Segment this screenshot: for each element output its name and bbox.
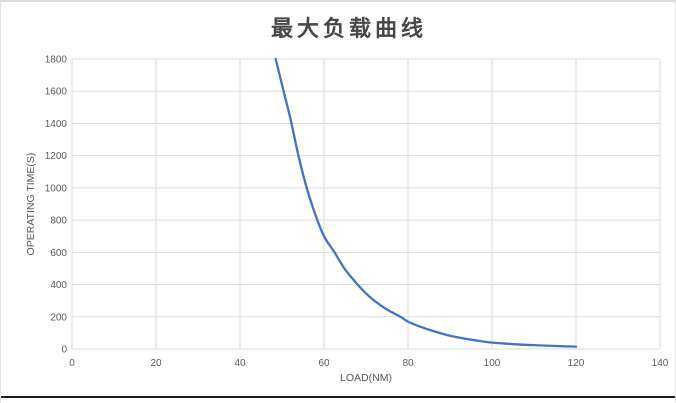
x-axis-title: LOAD(NM) xyxy=(340,372,392,384)
y-tick-labels: 0 200 400 600 800 1000 1200 1400 1600 1800 xyxy=(45,55,68,356)
tick-label: 1400 xyxy=(45,119,68,130)
chart-title: 最大负载曲线 xyxy=(270,16,427,41)
tick-label: 1200 xyxy=(45,151,68,162)
tick-label: 100 xyxy=(484,358,501,369)
tick-label: 60 xyxy=(318,358,330,369)
tick-label: 0 xyxy=(69,358,75,369)
tick-label: 120 xyxy=(568,358,585,369)
bottom-rule xyxy=(1,396,675,398)
tick-label: 1000 xyxy=(45,183,68,194)
tick-label: 20 xyxy=(150,358,162,369)
tick-label: 1800 xyxy=(45,55,68,66)
y-axis-title: OPERATING TIME(S) xyxy=(25,152,37,256)
tick-label: 0 xyxy=(61,345,67,356)
tick-label: 800 xyxy=(50,216,67,227)
tick-label: 600 xyxy=(50,248,67,259)
tick-label: 80 xyxy=(402,358,414,369)
max-load-curve-line xyxy=(274,57,578,348)
tick-label: 140 xyxy=(652,358,669,369)
tick-label: 400 xyxy=(50,280,67,291)
tick-label: 200 xyxy=(50,312,67,323)
x-tick-labels: 0 20 40 60 80 100 120 140 xyxy=(69,358,669,369)
tick-label: 1600 xyxy=(45,87,68,98)
tick-label: 40 xyxy=(234,358,246,369)
gridlines xyxy=(71,58,661,350)
